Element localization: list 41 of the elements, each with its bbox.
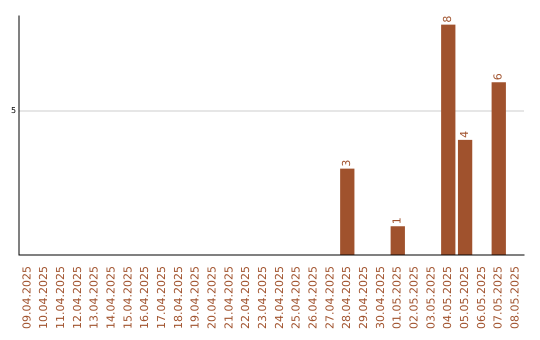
y-tick-label: 5 (10, 106, 16, 116)
x-tick-label: 04.05.2025 (441, 266, 454, 330)
x-tick-label: 21.04.2025 (222, 266, 236, 330)
x-tick-label: 07.05.2025 (492, 266, 505, 330)
x-tick-label: 26.04.2025 (306, 266, 320, 330)
x-tick-label: 30.04.2025 (374, 266, 387, 330)
x-tick-label: 05.05.2025 (458, 266, 471, 330)
x-tick-label: 18.04.2025 (172, 266, 185, 330)
x-tick-label: 22.04.2025 (239, 266, 252, 330)
data-label: 1 (390, 217, 404, 224)
x-tick-label: 14.04.2025 (104, 266, 118, 330)
x-tick-label: 15.04.2025 (121, 266, 134, 330)
data-label: 6 (492, 73, 505, 80)
x-tick-label: 29.04.2025 (356, 266, 370, 330)
x-tick-label: 17.04.2025 (155, 266, 168, 330)
x-tick-label: 02.05.2025 (407, 266, 420, 330)
data-label: 3 (340, 160, 354, 167)
x-tick-label: 16.04.2025 (138, 266, 152, 330)
x-tick-label: 20.04.2025 (206, 266, 218, 330)
x-tick-label: 01.05.2025 (390, 266, 404, 330)
data-label: 4 (458, 130, 471, 138)
x-tick-label: 24.04.2025 (272, 266, 286, 330)
bar (340, 168, 354, 255)
bar (390, 226, 405, 255)
x-tick-label: 12.04.2025 (70, 266, 84, 330)
data-label: 8 (441, 16, 454, 23)
x-tick-label: 28.04.2025 (340, 266, 354, 330)
x-tick-label: 10.04.2025 (37, 266, 50, 330)
bar (458, 140, 472, 255)
x-tick-label: 08.05.2025 (508, 266, 522, 330)
x-tick-label: 11.04.2025 (54, 266, 68, 330)
x-tick-label: 13.04.2025 (88, 266, 101, 330)
x-tick-label: 06.05.2025 (474, 266, 488, 330)
x-tick-label: 09.04.2025 (20, 266, 34, 330)
x-tick-label: 23.04.2025 (256, 266, 269, 330)
x-tick-label: 25.04.2025 (290, 266, 303, 330)
bar (441, 24, 456, 255)
bar (492, 82, 506, 255)
x-tick-label: 03.05.2025 (424, 266, 438, 330)
x-tick-label: 27.04.2025 (323, 266, 336, 330)
x-tick-label: 19.04.2025 (188, 266, 202, 330)
